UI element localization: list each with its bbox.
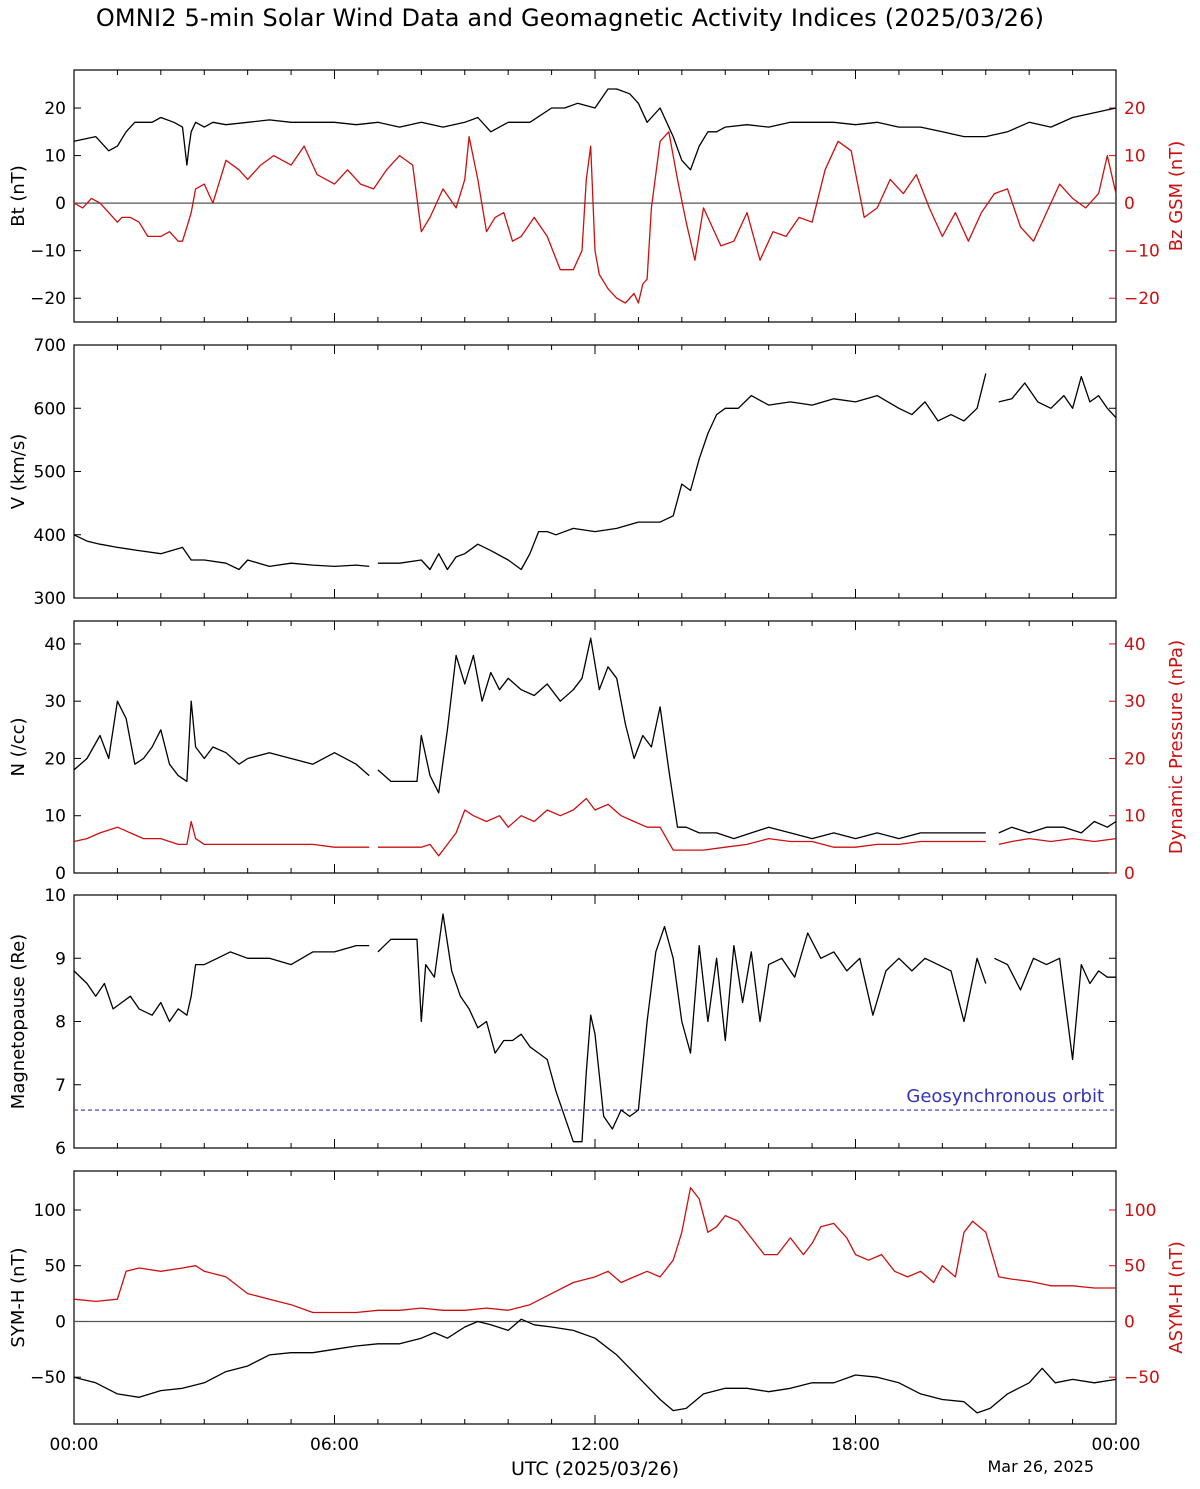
left-y-tick-label: 10: [44, 807, 66, 827]
left-y-tick-label: 400: [34, 526, 66, 546]
left-y-tick-label: 500: [34, 463, 66, 483]
right-y-tick-label: 20: [1124, 749, 1146, 769]
right-y-tick-label: 10: [1124, 807, 1146, 827]
right-y-tick-label: 0: [1124, 194, 1135, 214]
right-y-tick-label: 30: [1124, 692, 1146, 712]
panel-1-right-axis-label: Bz GSM (nT): [1166, 141, 1187, 252]
panel-2-series-1-line: [73, 373, 1117, 571]
right-y-tick-label: −20: [1124, 289, 1160, 309]
left-y-tick-label: 300: [34, 589, 66, 609]
left-y-tick-label: 8: [55, 1013, 66, 1033]
panel-3-series-1-line: [73, 637, 1117, 840]
x-tick-label: 06:00: [310, 1435, 359, 1455]
panel-3-right-axis-label: Dynamic Pressure (nPa): [1166, 640, 1187, 854]
geosynchronous-orbit-label: Geosynchronous orbit: [906, 1086, 1104, 1107]
left-y-tick-label: 50: [44, 1257, 66, 1277]
panel-5-series-1-line: [73, 1318, 1117, 1414]
right-y-tick-label: 0: [1124, 864, 1135, 884]
panel-5-left-axis-label: SYM-H (nT): [8, 1247, 29, 1347]
right-y-tick-label: −50: [1124, 1368, 1160, 1388]
left-y-tick-label: −10: [30, 242, 66, 262]
left-y-tick-label: 0: [55, 864, 66, 884]
panel-4-left-axis-label: Magnetopause (Re): [8, 934, 29, 1109]
x-tick-label: 12:00: [571, 1435, 620, 1455]
left-y-tick-label: −50: [30, 1368, 66, 1388]
right-y-tick-label: 0: [1124, 1312, 1135, 1332]
panel-2-left-axis-label: V (km/s): [8, 434, 29, 509]
right-y-tick-label: 20: [1124, 99, 1146, 119]
left-y-tick-label: 30: [44, 692, 66, 712]
panel-5-series-2-line: [73, 1187, 1116, 1314]
left-y-tick-label: −20: [30, 289, 66, 309]
panel-1-series-1-line: [73, 88, 1117, 171]
left-y-tick-label: 700: [34, 336, 66, 356]
panel-3-frame: [73, 620, 1117, 874]
left-y-tick-label: 40: [44, 635, 66, 655]
left-y-tick-label: 0: [55, 194, 66, 214]
panel-1-series-2-line: [73, 131, 1117, 304]
panel-2-frame: [73, 344, 1117, 599]
right-y-tick-label: 40: [1124, 635, 1146, 655]
x-tick-label: 00:00: [1092, 1435, 1141, 1455]
left-y-tick-label: 9: [55, 949, 66, 969]
right-y-tick-label: 10: [1124, 147, 1146, 167]
left-y-tick-label: 6: [55, 1139, 66, 1159]
page-title: OMNI2 5-min Solar Wind Data and Geomagne…: [95, 4, 1045, 32]
left-y-tick-label: 600: [34, 399, 66, 419]
right-y-tick-label: −10: [1124, 242, 1160, 262]
left-y-tick-label: 20: [44, 749, 66, 769]
panel-1-left-axis-label: Bt (nT): [8, 165, 29, 227]
left-y-tick-label: 100: [34, 1201, 66, 1221]
panel-4-series-1-line: [73, 913, 1116, 1143]
left-y-tick-label: 7: [55, 1076, 66, 1096]
panel-3-series-2-line: [73, 797, 1117, 857]
x-axis-label: UTC (2025/03/26): [511, 1458, 679, 1480]
right-y-tick-label: 50: [1124, 1257, 1146, 1277]
x-tick-label: 00:00: [50, 1435, 99, 1455]
right-y-tick-label: 100: [1124, 1201, 1156, 1221]
left-y-tick-label: 0: [55, 1312, 66, 1332]
date-note: Mar 26, 2025: [987, 1457, 1094, 1476]
x-tick-label: 18:00: [831, 1435, 880, 1455]
panel-5-right-axis-label: ASYM-H (nT): [1166, 1241, 1187, 1353]
panel-3-left-axis-label: N (/cc): [8, 717, 29, 776]
left-y-tick-label: 20: [44, 99, 66, 119]
panel-5-frame: [73, 1170, 1117, 1425]
left-y-tick-label: 10: [44, 147, 66, 167]
left-y-tick-label: 10: [44, 886, 66, 906]
